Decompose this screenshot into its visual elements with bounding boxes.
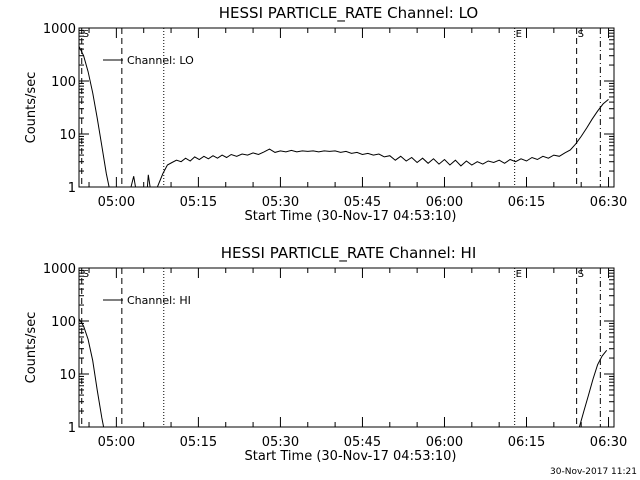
x-tick-label: 05:00 — [98, 195, 135, 210]
x-tick-label: 06:15 — [508, 435, 545, 450]
x-axis-label: Start Time (30-Nov-17 04:53:10) — [245, 449, 457, 464]
x-tick-label: 06:30 — [590, 195, 627, 210]
panel-channel-hi: HESSI PARTICLE_RATE Channel: HI 1 10 100 100… — [24, 244, 627, 464]
legend-label: Channel: LO — [127, 54, 194, 67]
event-marker-label: E — [516, 29, 522, 40]
x-tick-label: 06:30 — [590, 435, 627, 450]
x-tick-label: 05:45 — [344, 195, 381, 210]
legend-label: Channel: HI — [127, 294, 191, 307]
x-tick-label: 05:30 — [262, 195, 299, 210]
y-axis-label: Counts/sec — [24, 312, 39, 384]
x-tick-label: 05:15 — [180, 435, 217, 450]
event-marker-label: S — [83, 269, 89, 280]
x-tick-label: 05:15 — [180, 195, 217, 210]
y-tick-label: 1 — [68, 181, 76, 196]
x-tick-label: 05:30 — [262, 435, 299, 450]
y-axis-label: Counts/sec — [24, 72, 39, 144]
x-tick-label: 05:45 — [344, 435, 381, 450]
x-axis-label: Start Time (30-Nov-17 04:53:10) — [245, 209, 457, 224]
y-tick-label: 100 — [51, 315, 76, 330]
x-tick-label: 06:00 — [426, 435, 463, 450]
x-tick-label: 06:00 — [426, 195, 463, 210]
y-tick-label: 10 — [59, 368, 76, 383]
x-tick-label: 05:00 — [98, 435, 135, 450]
event-marker-label: E — [516, 269, 522, 280]
chart-title: HESSI PARTICLE_RATE Channel: HI — [221, 244, 477, 263]
series-line — [79, 46, 609, 187]
y-tick-label: 100 — [51, 75, 76, 90]
plot-frame — [78, 27, 615, 188]
chart-title: HESSI PARTICLE_RATE Channel: LO — [219, 4, 478, 23]
x-tick-label: 06:15 — [508, 195, 545, 210]
series-line — [79, 318, 608, 427]
panel-channel-lo: HESSI PARTICLE_RATE Channel: LO 1 10 100 100… — [24, 4, 627, 224]
event-marker-label: S — [83, 29, 89, 40]
y-tick-label: 10 — [59, 128, 76, 143]
y-tick-label: 1000 — [43, 22, 76, 37]
event-marker-label: S — [578, 269, 584, 280]
event-marker-label: S — [578, 29, 584, 40]
y-tick-label: 1 — [68, 421, 76, 436]
y-tick-label: 1000 — [43, 262, 76, 277]
plot-frame — [78, 267, 615, 428]
footer-timestamp: 30-Nov-2017 11:21 — [550, 467, 637, 477]
